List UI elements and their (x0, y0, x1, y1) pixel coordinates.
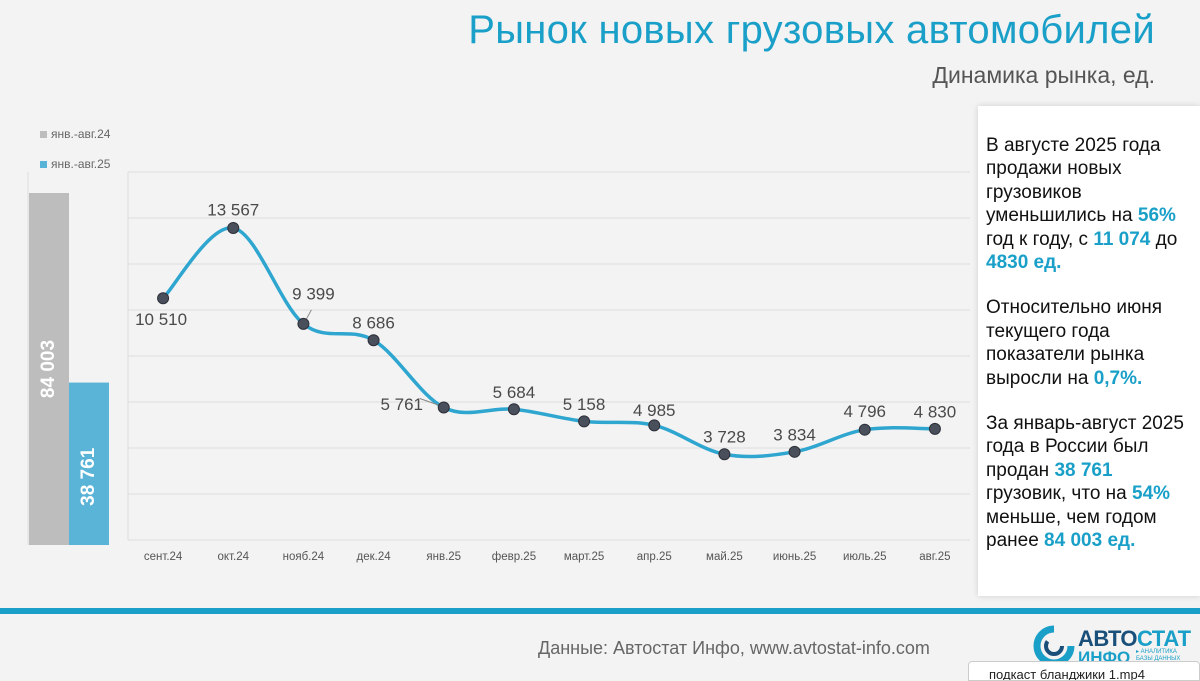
data-label: 3 834 (773, 425, 816, 444)
legend-item-2024: янв.-авг.24 (40, 126, 110, 142)
x-tick-label: окт.24 (217, 551, 249, 563)
x-tick-label: май.25 (706, 551, 743, 563)
x-tick-label: янв.25 (426, 551, 461, 563)
data-point (788, 445, 801, 458)
source-note: Данные: Автостат Инфо, www.avtostat-info… (538, 638, 930, 658)
side-panel (978, 106, 1200, 596)
data-label: 4 985 (633, 401, 676, 420)
data-point (437, 401, 450, 414)
data-point (297, 317, 310, 330)
data-label: 4 830 (914, 402, 957, 421)
ytd-bar-chart: 84 003 38 761 (27, 172, 109, 545)
ytd-bar-label-1: 38 761 (78, 447, 99, 506)
ytd-bar-label-0: 84 003 (38, 340, 59, 398)
data-point (227, 221, 240, 234)
x-tick-label: июль.25 (843, 551, 886, 563)
data-point (578, 415, 591, 428)
series-line (161, 226, 935, 459)
legend-label-2025: янв.-авг.25 (51, 157, 111, 171)
data-label: 5 158 (563, 395, 606, 414)
x-tick-label: июнь.25 (773, 551, 816, 563)
ytd-bar-0 (29, 193, 69, 545)
side-text: В августе 2025 года продажи новых грузов… (986, 134, 1192, 575)
data-label: 3 728 (703, 428, 746, 447)
logo-tagline: ▸ АНАЛИТИКА БАЗЫ ДАННЫХ (1136, 649, 1181, 662)
legend: янв.-авг.24 янв.-авг.25 (40, 126, 110, 186)
data-point (718, 448, 731, 461)
x-tick-label: март.25 (564, 551, 604, 563)
data-point (507, 403, 520, 416)
data-point (157, 292, 170, 305)
side-paragraph-2: Относительно июня текущего года показате… (986, 297, 1163, 389)
data-label: 4 796 (843, 402, 886, 421)
x-tick-label: сент.24 (144, 551, 183, 563)
data-label: 5 761 (380, 395, 423, 414)
ytd-bar-1 (69, 382, 109, 545)
logo-wordmark: АВТОСТАТ (1078, 626, 1191, 651)
legend-swatch-2024 (40, 130, 47, 138)
leader-line (419, 398, 440, 406)
side-paragraph-1: В августе 2025 года продажи новых грузов… (986, 135, 1178, 274)
x-tick-label: авг.25 (919, 551, 950, 563)
legend-swatch-2025 (40, 160, 47, 168)
data-label: 9 399 (292, 284, 335, 303)
data-point (367, 334, 380, 347)
x-tick-label: февр.25 (492, 551, 536, 563)
data-label: 10 510 (135, 310, 187, 329)
data-point (648, 419, 661, 432)
data-label: 13 567 (207, 200, 259, 219)
data-label: 5 684 (493, 383, 536, 402)
page-title: Рынок новых грузовых автомобилей (468, 8, 1155, 52)
data-point (858, 423, 871, 436)
monthly-line-chart: 10 510 сент.24 13 567 окт.24 9 399 нояб.24 8 6… (127, 171, 970, 563)
x-tick-label: дек.24 (357, 551, 392, 563)
x-tick-label: нояб.24 (283, 551, 325, 563)
data-point (928, 422, 941, 435)
data-label: 8 686 (352, 314, 395, 333)
side-paragraph-3: За январь-август 2025 года в России был … (986, 413, 1184, 552)
video-file-tab[interactable]: подкаст бланджики 1.mp4 (968, 661, 1200, 681)
legend-label-2024: янв.-авг.24 (51, 127, 111, 141)
legend-item-2025: янв.-авг.25 (40, 156, 110, 172)
page-subtitle: Динамика рынка, ед. (932, 62, 1155, 88)
x-tick-label: апр.25 (637, 551, 672, 563)
footer-accent-bar (0, 608, 1200, 614)
